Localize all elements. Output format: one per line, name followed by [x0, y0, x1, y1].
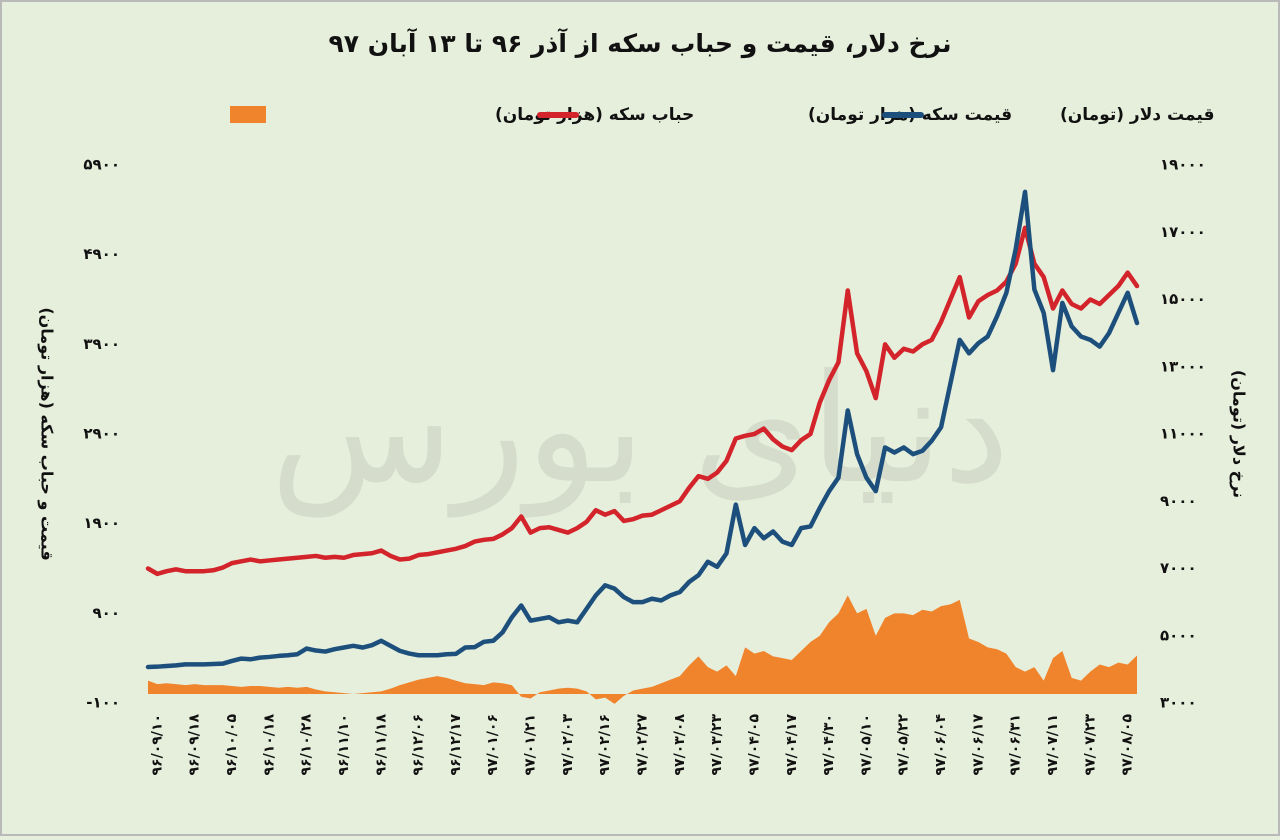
x-tick-label: ۹۷/۰۳/۲۳ [709, 714, 725, 776]
x-tick-label: ۹۶/۱۲/۰۶ [411, 714, 427, 776]
line [145, 189, 1140, 670]
x-tick-label: ۹۷/۰۵/۱۰ [858, 714, 874, 776]
y2-tick-label: ۷۰۰۰ [1160, 559, 1197, 577]
y-tick-label: ۱۹۰۰ [83, 514, 120, 532]
y-tick-label: ۲۹۰۰ [83, 425, 120, 443]
y-tick-label: ۹۰۰ [93, 604, 120, 622]
x-tick-label: ۹۷/۰۶/۰۴ [933, 714, 949, 776]
x-tick-label: ۹۷/۰۱/۲۱ [523, 714, 539, 776]
x-tick-label: ۹۶/۱۰/۲۸ [299, 714, 315, 776]
x-tick-label: ۹۷/۰۲/۰۳ [560, 714, 576, 776]
y2-tick-label: ۹۰۰۰ [1160, 492, 1197, 510]
x-tick-label: ۹۷/۰۴/۱۷ [784, 714, 800, 776]
x-tick-label: ۹۷/۰۳/۰۸ [672, 714, 688, 776]
area [148, 595, 1137, 704]
y2-tick-label: ۵۰۰۰ [1160, 626, 1197, 644]
y-tick-label: ۳۹۰۰ [83, 335, 120, 353]
y-tick-label: ۴۹۰۰ [83, 245, 120, 263]
y2-tick-label: ۱۷۰۰۰ [1160, 223, 1206, 241]
legend-label: قیمت دلار (تومان) [1060, 105, 1214, 125]
x-tick-label: ۹۶/۱۰/۱۸ [261, 714, 277, 776]
x-tick-label: ۹۶/۱۱/۱۸ [373, 714, 389, 776]
x-tick-label: ۹۶/۰۹/۱۸ [187, 714, 203, 776]
y-tick-label: -۱۰۰ [86, 694, 120, 712]
x-tick-label: ۹۷/۰۷/۱۱ [1045, 714, 1061, 776]
y2-axis-title: نرخ دلار (تومان) [1230, 370, 1249, 498]
y-tick-label: ۵۹۰۰ [83, 156, 120, 174]
x-tick-label: ۹۷/۰۸/۰۵ [1120, 714, 1136, 776]
x-tick-label: ۹۶/۱۰/۰۵ [224, 714, 240, 776]
y2-tick-label: ۱۱۰۰۰ [1160, 425, 1206, 443]
x-tick-label: ۹۷/۰۲/۲۷ [635, 714, 651, 776]
x-tick-label: ۹۷/۰۴/۳۰ [821, 714, 837, 776]
x-tick-label: ۹۶/۱۱/۱۰ [336, 714, 352, 776]
x-tick-label: ۹۶/۰۹/۱۰ [149, 714, 165, 776]
x-tick-label: ۹۷/۰۶/۳۱ [1008, 714, 1024, 776]
x-tick-label: ۹۷/۰۲/۱۶ [597, 714, 613, 776]
x-tick-label: ۹۷/۰۴/۰۵ [746, 714, 762, 776]
x-tick-label: ۹۷/۰۶/۱۷ [970, 714, 986, 776]
y2-tick-label: ۳۰۰۰ [1160, 694, 1197, 712]
x-tick-label: ۹۷/۰۱/۰۶ [485, 714, 501, 776]
y2-tick-label: ۱۹۰۰۰ [1160, 156, 1206, 174]
chart-title: نرخ دلار، قیمت و حباب سکه از آذر ۹۶ تا ۱… [329, 28, 952, 59]
x-tick-label: ۹۷/۰۵/۲۲ [896, 714, 912, 776]
legend-label: حباب سکه (هزار تومان) [495, 105, 694, 125]
y-axis-title: قیمت و حباب سکه (هزار تومان) [38, 307, 57, 560]
x-tick-label: ۹۶/۱۲/۱۷ [448, 714, 464, 776]
x-tick-label: ۹۷/۰۷/۲۳ [1082, 714, 1098, 776]
y2-tick-label: ۱۵۰۰۰ [1160, 290, 1206, 308]
watermark: دنیای بورس [270, 343, 1009, 518]
legend-swatch [230, 106, 266, 123]
y2-tick-label: ۱۳۰۰۰ [1160, 357, 1206, 375]
line [145, 225, 1140, 577]
